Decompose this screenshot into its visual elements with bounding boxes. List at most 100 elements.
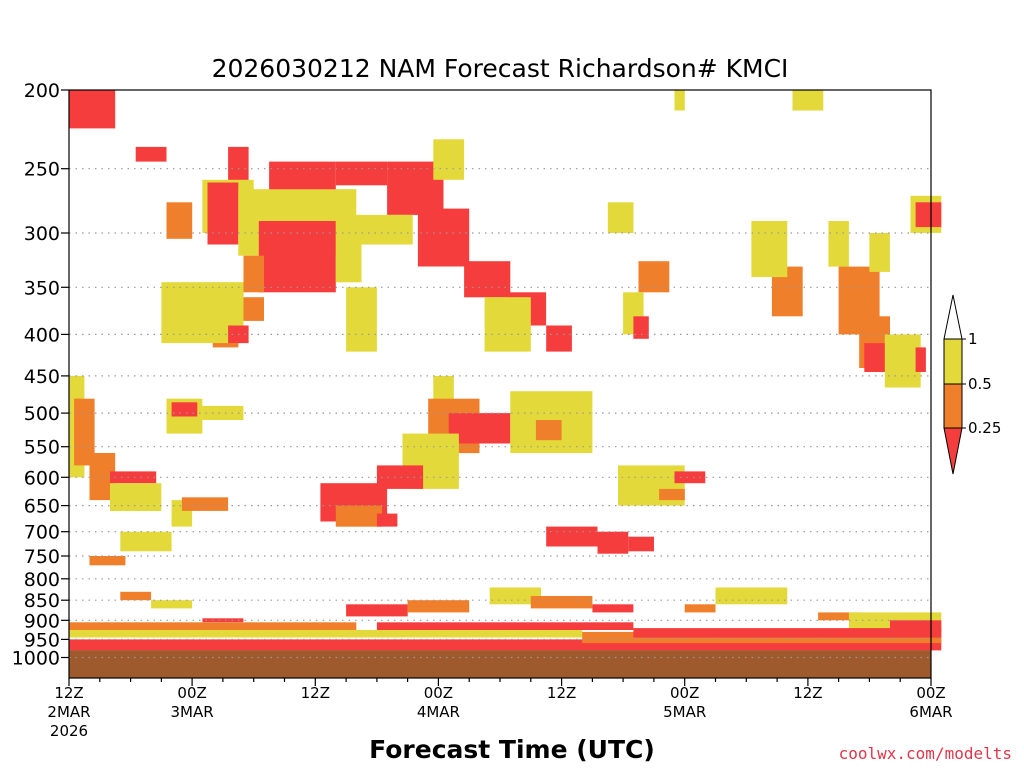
heatmap-cell-low — [376, 465, 424, 489]
y-tick-label: 750 — [24, 546, 60, 568]
heatmap-cell-mid — [684, 604, 716, 613]
x-tick-label: 2MAR — [47, 703, 90, 721]
y-tick-label: 950 — [24, 629, 60, 651]
heatmap-cell-mid — [818, 612, 860, 621]
x-tick-label: 12Z — [301, 684, 330, 702]
credit-text: coolwx.com/modelts — [839, 744, 1012, 763]
legend-bin-0.25-0.5 — [943, 383, 963, 429]
heatmap-cell-low — [464, 261, 511, 298]
heatmap-cell-low — [592, 604, 634, 613]
x-tick-label: 00Z — [916, 684, 945, 702]
heatmap-cell-low — [628, 536, 654, 552]
heatmap-cell-high — [674, 90, 685, 111]
y-tick-label: 550 — [24, 437, 60, 459]
heatmap-cell-low — [915, 347, 926, 372]
heatmap-cell-low — [597, 531, 629, 554]
heatmap-cell-mid — [120, 591, 152, 601]
heatmap-cell-low — [202, 618, 244, 623]
chart-title: 2026030212 NAM Forecast Richardson# KMCI — [212, 54, 789, 83]
x-tick-label: 12Z — [793, 684, 822, 702]
heatmap-cell-low — [171, 402, 198, 417]
ground-fill — [69, 650, 931, 678]
y-tick-label: 200 — [24, 80, 60, 102]
heatmap-cell-low — [674, 471, 706, 484]
heatmap-cell-high — [869, 233, 890, 272]
x-tick-label: 5MAR — [663, 703, 706, 721]
y-tick-label: 500 — [24, 403, 60, 425]
y-tick-label: 600 — [24, 467, 60, 489]
heatmap-cell-high — [110, 483, 162, 511]
heatmap-cell-low — [335, 161, 388, 186]
y-tick-label: 650 — [24, 496, 60, 518]
heatmap-cell-high — [484, 297, 531, 352]
heatmap-cell-low — [346, 604, 408, 617]
heatmap-cells — [69, 90, 942, 651]
legend-label: 0.25 — [968, 419, 1001, 437]
heatmap-cell-high — [715, 587, 788, 605]
heatmap-cell-high — [69, 630, 583, 638]
heatmap-cell-low — [69, 639, 942, 651]
heatmap-cell-high — [151, 600, 193, 609]
pressure-gridlines — [69, 168, 931, 659]
heatmap-cell-low — [633, 316, 649, 339]
heatmap-cell-mid — [335, 505, 382, 527]
heatmap-cell-low — [110, 471, 157, 484]
heatmap-cell-mid — [69, 622, 357, 630]
heatmap-cell-low — [448, 413, 511, 444]
heatmap-cell-low — [546, 526, 598, 547]
heatmap-cell-low — [890, 620, 942, 632]
heatmap-cell-high — [120, 531, 172, 552]
legend-bin-below-0.25 — [943, 427, 963, 475]
heatmap-cell-low — [69, 90, 116, 129]
heatmap-cell-mid — [74, 398, 95, 466]
y-tick-label: 900 — [24, 610, 60, 632]
ground-layer — [69, 650, 931, 678]
heatmap-cell-low — [228, 146, 249, 186]
x-tick-label: 00Z — [177, 684, 206, 702]
heatmap-cell-high — [751, 221, 788, 278]
heatmap-cell-low — [915, 202, 942, 228]
legend-label: 0.5 — [968, 375, 992, 393]
heatmap-cell-low — [135, 146, 167, 162]
heatmap-cell-high — [792, 90, 824, 111]
y-tick-label: 1000 — [12, 648, 60, 670]
heatmap-cell-low — [269, 161, 336, 190]
heatmap-cell-low — [376, 622, 634, 630]
x-tick-label: 00Z — [424, 684, 453, 702]
x-tick-label: 2026 — [50, 722, 88, 740]
heatmap-cell-mid — [89, 556, 126, 566]
heatmap-cell-high — [202, 405, 244, 420]
heatmap-cell-mid — [638, 261, 670, 293]
heatmap-cell-low — [417, 208, 470, 267]
heatmap-cell-mid — [659, 488, 685, 501]
x-tick-label: 4MAR — [417, 703, 460, 721]
heatmap-cell-low — [258, 221, 336, 293]
heatmap-cell-high — [884, 334, 921, 388]
heatmap-cell-mid — [535, 420, 562, 441]
y-axis: 200 250 300 350 400 450 500 550 600 650 7007508008… — [12, 80, 69, 670]
y-tick-label: 800 — [24, 569, 60, 591]
y-tick-label: 400 — [24, 324, 60, 346]
heatmap-cell-mid — [243, 255, 264, 293]
y-tick-label: 700 — [24, 522, 60, 544]
x-tick-label: 6MAR — [909, 703, 952, 721]
x-axis-label: Forecast Time (UTC) — [369, 735, 655, 764]
heatmap-cell-low — [207, 182, 239, 245]
legend-label: 1 — [968, 330, 978, 348]
x-tick-label: 12Z — [54, 684, 83, 702]
x-tick-label: 00Z — [670, 684, 699, 702]
heatmap-cell-high — [346, 287, 377, 352]
heatmap-cell-low — [546, 325, 572, 352]
y-tick-label: 350 — [24, 277, 60, 299]
heatmap-cell-low — [633, 628, 942, 638]
legend: 1 0.5 0.25 — [943, 294, 1001, 475]
legend-bin-0.5-1 — [943, 338, 963, 385]
x-tick-label: 3MAR — [171, 703, 214, 721]
heatmap-cell-high — [828, 221, 849, 267]
heatmap-cell-high — [607, 202, 634, 233]
y-tick-label: 450 — [24, 366, 60, 388]
y-tick-label: 300 — [24, 223, 60, 245]
heatmap-cell-high — [433, 139, 465, 180]
